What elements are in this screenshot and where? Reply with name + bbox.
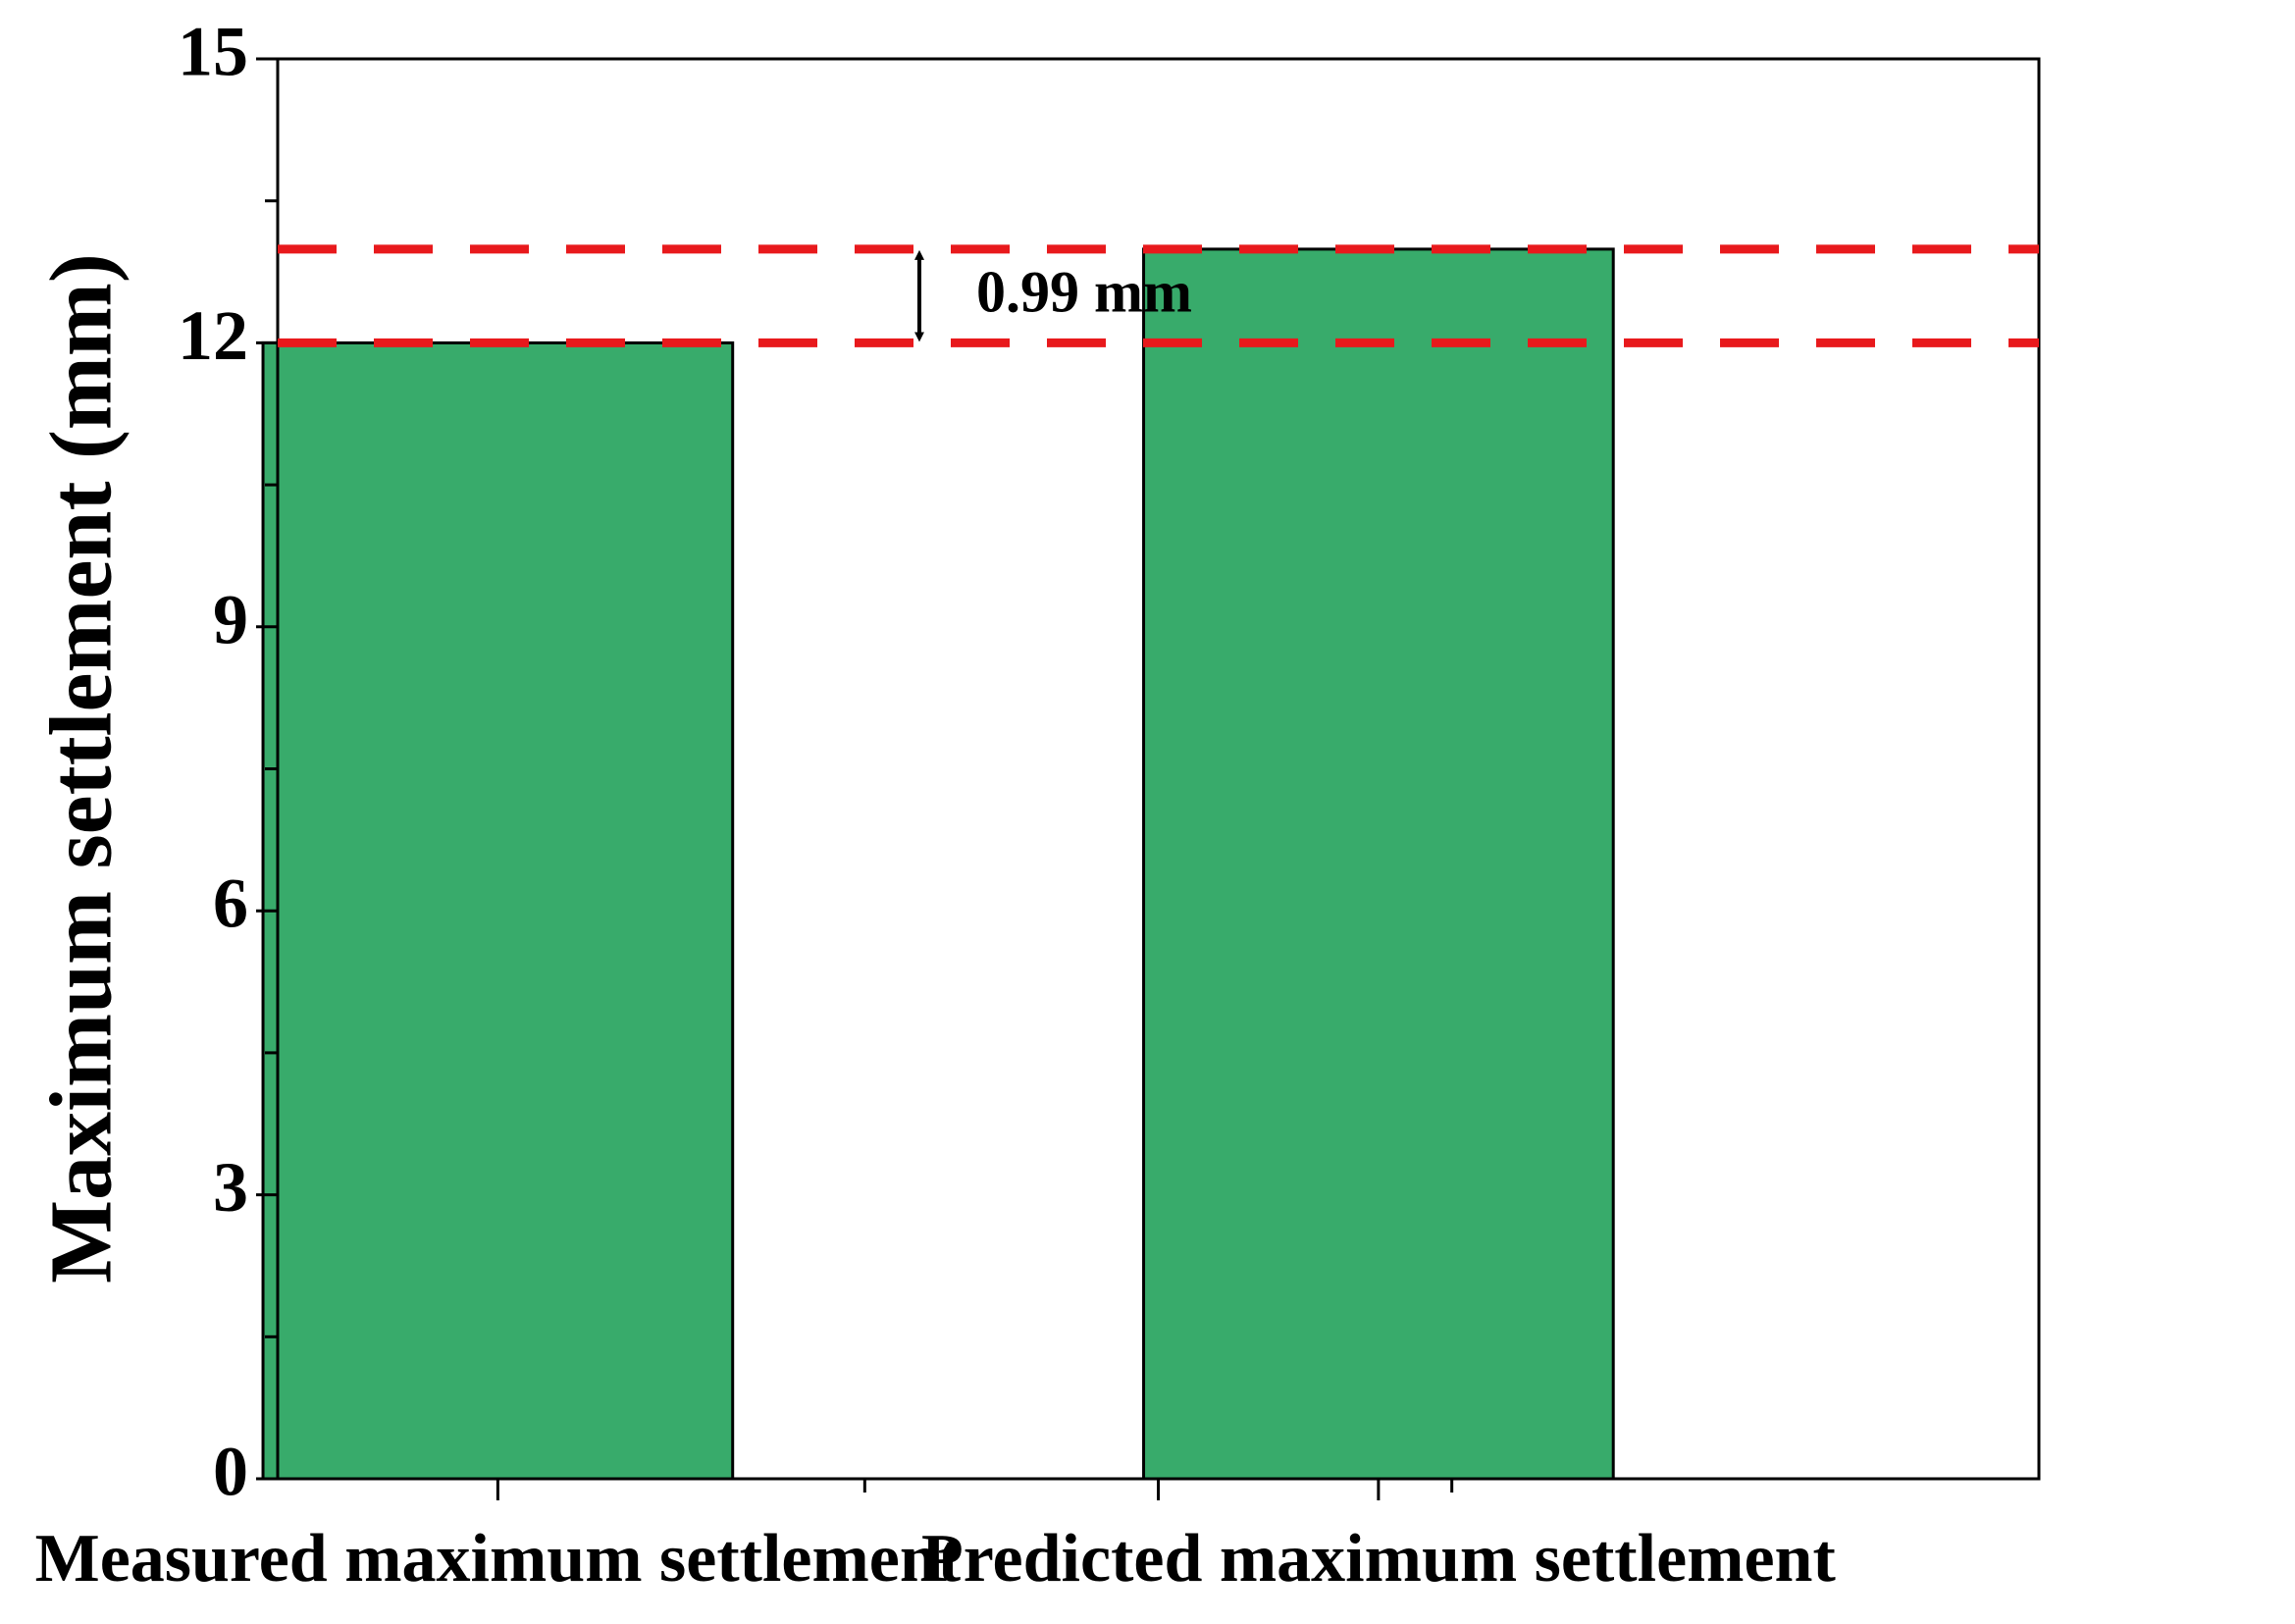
- y-tick-label: 9: [213, 580, 248, 658]
- y-tick-label: 12: [178, 296, 248, 375]
- y-axis-label: Maximum settlement (mm): [33, 253, 130, 1283]
- x-tick-label: Measured maximum settlement: [35, 1521, 962, 1597]
- y-tick-label: 0: [213, 1433, 248, 1511]
- y-tick-label: 6: [213, 864, 248, 943]
- y-tick-label: 15: [178, 13, 248, 91]
- y-tick-label: 3: [213, 1148, 248, 1227]
- annotation: 0.99 mm: [976, 259, 1192, 324]
- bar: [261, 341, 735, 1481]
- plot-frame: [276, 57, 2041, 1481]
- bar: [1142, 247, 1615, 1481]
- x-tick-label: Predicted maximum settlement: [921, 1521, 1836, 1597]
